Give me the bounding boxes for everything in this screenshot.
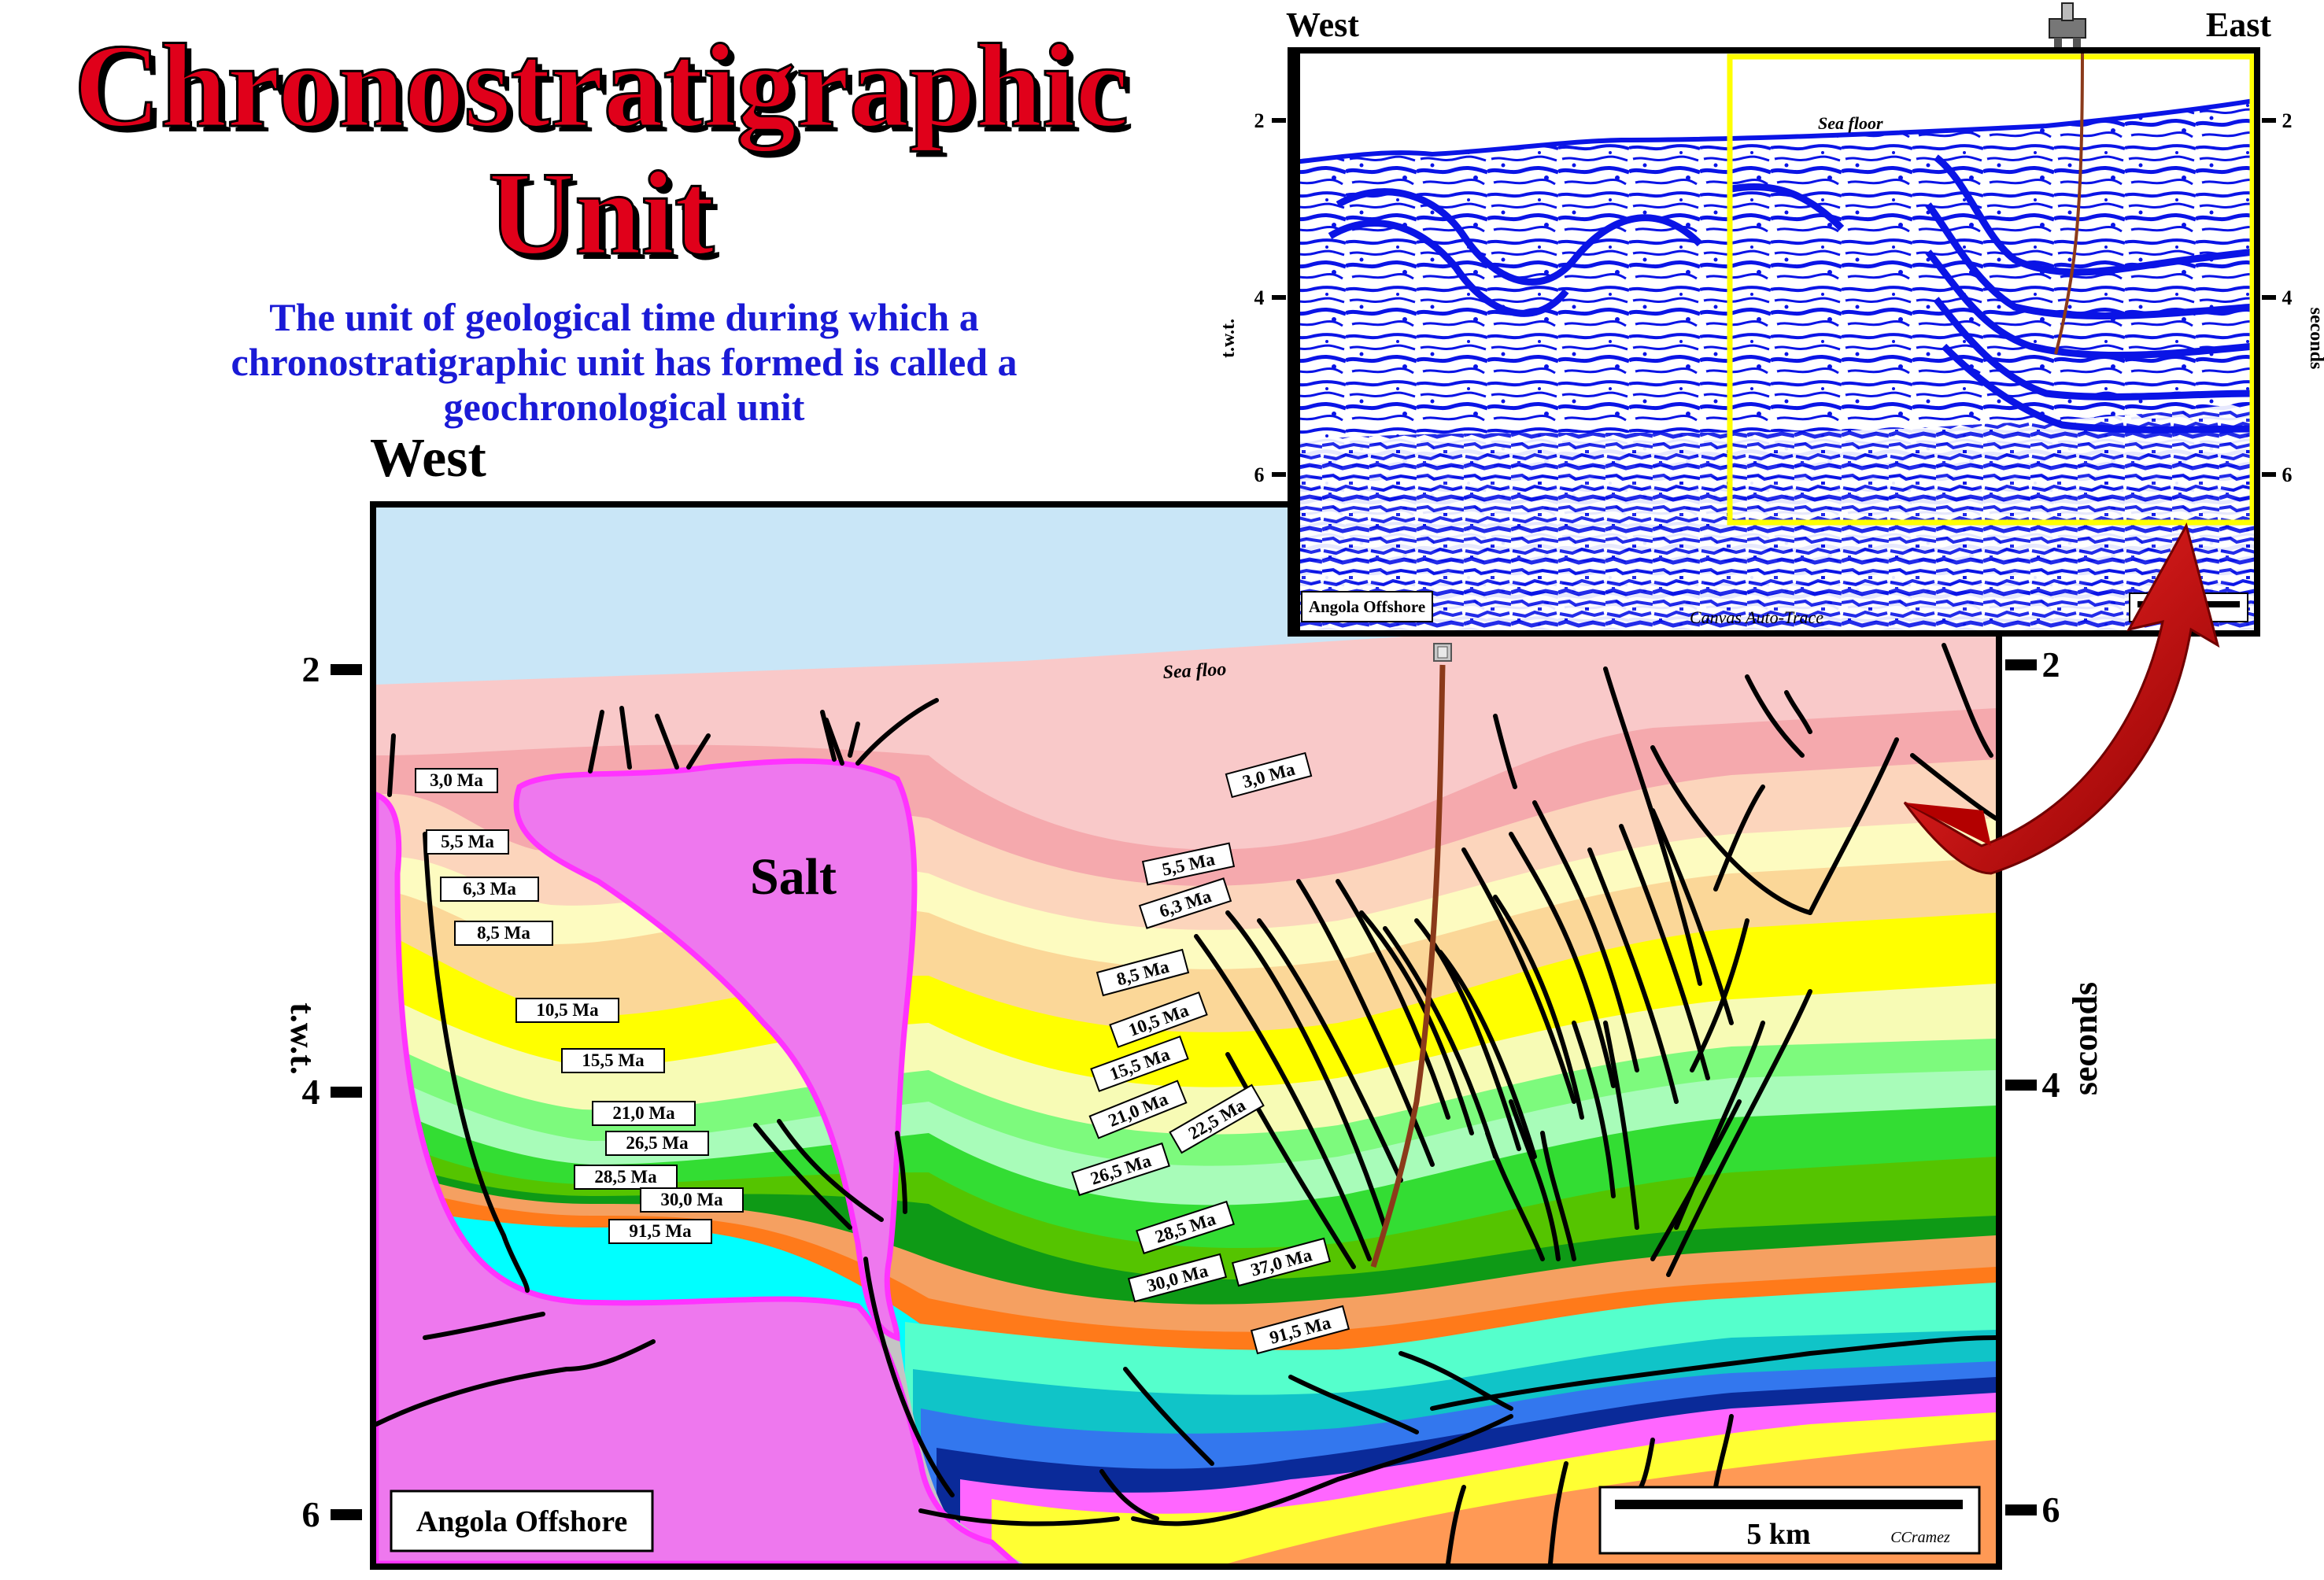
sea-floor-label: Sea floo (1162, 659, 1227, 683)
red-arrow-tail (1905, 803, 1991, 846)
author-label: CCramez (1890, 1529, 1950, 1546)
inset-location-box: Angola Offshore (1301, 591, 1433, 622)
seismic-deep-reflectors (1300, 401, 2254, 630)
inset-left-axis: 2 4 6 t.w.t. (1218, 109, 1286, 486)
main-right-tick-4: 4 (2042, 1065, 2060, 1105)
inset-trace-label: Canvas Auto-Trace (1690, 607, 1823, 627)
age-label: 91,5 Ma (608, 1219, 712, 1244)
age-label: 21,0 Ma (592, 1101, 696, 1126)
inset-left-tick-6: 6 (1254, 463, 1265, 486)
title-line-2-shadow: Unit (493, 153, 719, 285)
inset-right-tick-6: 6 (2282, 463, 2293, 486)
age-label: 28,5 Ma (574, 1165, 678, 1190)
subtitle-line-3: geochronological unit (444, 385, 805, 429)
age-label: 3,0 Ma (415, 768, 498, 793)
svg-text:5,5 Ma: 5,5 Ma (441, 832, 494, 851)
salt-label: Salt (750, 848, 837, 906)
subtitle-block: The unit of geological time during which… (231, 295, 1017, 429)
title-line-1: Chronostratigraphic (79, 25, 1134, 158)
main-left-tick-4: 4 (302, 1072, 320, 1112)
main-left-axis: 2 4 6 t.w.t. (283, 649, 362, 1534)
svg-text:3,0 Ma: 3,0 Ma (430, 770, 483, 790)
main-geologic-section: Sea floo Salt 3,0 Ma 5,5 Ma 6,3 Ma 8,5 M… (370, 501, 2002, 1570)
age-label: 8,5 Ma (454, 921, 553, 946)
age-label: 10,5 Ma (515, 998, 619, 1023)
svg-text:8,5 Ma: 8,5 Ma (477, 923, 530, 943)
age-label: 8,5 Ma (1095, 948, 1190, 997)
main-right-axis-title: seconds (2066, 982, 2104, 1095)
inset-right-tick-2: 2 (2282, 109, 2293, 132)
inset-sea-floor-label: Sea floor (1818, 113, 1883, 133)
well-head-icon (1433, 643, 1452, 662)
well-trajectory (1370, 664, 1446, 1268)
svg-text:15,5 Ma: 15,5 Ma (582, 1050, 645, 1070)
inset-location-label: Angola Offshore (1309, 597, 1425, 616)
age-label: 3,0 Ma (1225, 751, 1313, 799)
main-west-label: West (370, 428, 486, 489)
main-left-axis-title: t.w.t. (283, 1002, 322, 1075)
svg-text:30,0 Ma: 30,0 Ma (660, 1190, 723, 1209)
inset-right-tick-4: 4 (2282, 286, 2293, 309)
age-label: 26,5 Ma (605, 1131, 709, 1156)
west-age-labels: 3,0 Ma 5,5 Ma 6,3 Ma 8,5 Ma 10,5 Ma 15,5… (415, 768, 744, 1244)
inset-well-trajectory (2054, 54, 2084, 355)
seismic-folds (1328, 154, 2254, 434)
red-arrow (1903, 522, 2220, 875)
main-left-tick-6: 6 (302, 1494, 320, 1534)
inset-left-tick-4: 4 (1254, 286, 1265, 309)
main-right-tick-6: 6 (2042, 1490, 2060, 1530)
salt-body (376, 792, 1020, 1563)
main-location-box: Angola Offshore (390, 1490, 654, 1552)
age-label: 15,5 Ma (561, 1048, 665, 1073)
inset-left-axis-title: t.w.t. (1218, 319, 1239, 358)
inset-right-axis: 2 4 6 seconds (2262, 109, 2324, 486)
inset-right-axis-title: seconds (2306, 308, 2324, 370)
subtitle-line-2: chronostratigraphic unit has formed is c… (231, 340, 1017, 384)
svg-text:6,3 Ma: 6,3 Ma (463, 879, 516, 899)
title-line-1-front: Chronostratigraphic (74, 20, 1129, 153)
svg-text:26,5 Ma: 26,5 Ma (626, 1133, 689, 1153)
svg-text:91,5 Ma: 91,5 Ma (629, 1221, 692, 1241)
main-right-tick-2: 2 (2042, 644, 2060, 685)
inset-seismic-section: West East (1286, 2, 2271, 637)
title-line-2: Unit (488, 147, 714, 279)
drilling-rig-icon (2049, 2, 2086, 47)
scale-bar-box: 5 km CCramez (1598, 1486, 1981, 1555)
main-location-label: Angola Offshore (416, 1505, 627, 1538)
scale-bar (1615, 1500, 1963, 1509)
inset-east-label: East (2206, 6, 2271, 44)
svg-text:28,5 Ma: 28,5 Ma (594, 1167, 657, 1187)
inset-west-label: West (1286, 6, 1359, 44)
age-label: 5,5 Ma (426, 829, 509, 855)
sea-floor-reflector (1300, 98, 2254, 164)
title-block: Chronostratigraphic Chronostratigraphic … (73, 19, 1134, 286)
subtitle-line-1: The unit of geological time during which… (269, 295, 978, 339)
main-left-tick-2: 2 (302, 649, 320, 689)
highlight-box (1727, 54, 2254, 526)
main-right-axis: 2 4 6 seconds (2005, 644, 2104, 1530)
svg-text:21,0 Ma: 21,0 Ma (612, 1103, 675, 1123)
age-label: 30,0 Ma (640, 1187, 744, 1213)
scale-label: 5 km (1746, 1518, 1810, 1551)
salt-diapir (513, 758, 918, 1342)
inset-left-tick-2: 2 (1254, 109, 1265, 132)
svg-text:10,5 Ma: 10,5 Ma (536, 1000, 599, 1020)
fault-lines (376, 643, 1996, 1563)
age-label: 37,0 Ma (1231, 1237, 1332, 1287)
age-label: 6,3 Ma (440, 877, 539, 902)
